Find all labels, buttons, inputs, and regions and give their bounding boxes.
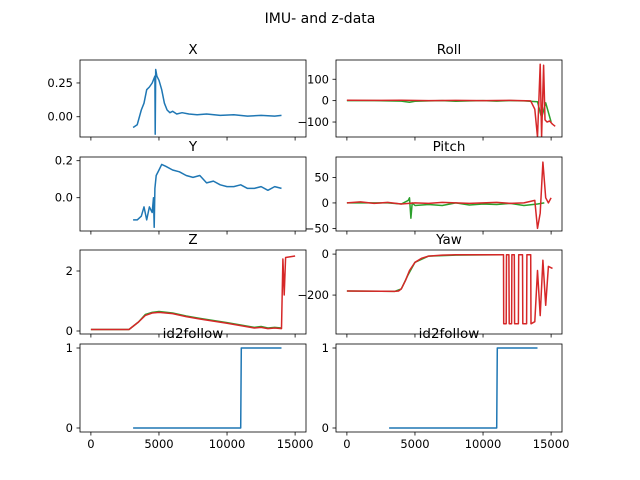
series-line xyxy=(389,347,538,429)
subplot: id2follow 0 1 0 5000 10000 15000 xyxy=(322,326,570,451)
subplot-title: Y xyxy=(188,139,198,155)
series-line xyxy=(90,255,296,331)
subplot-title: X xyxy=(188,42,197,58)
y-tick-label: 0 xyxy=(322,421,329,435)
axes-frame xyxy=(79,156,307,232)
axes-frame xyxy=(335,59,563,138)
series-line xyxy=(133,163,282,229)
x-tick-label: 0 xyxy=(343,437,350,451)
y-tick-label: 0 xyxy=(66,421,73,435)
y-tick-label: 0.2 xyxy=(55,154,73,168)
subplot: Y 0.0 0.2 xyxy=(55,139,307,235)
x-tick-label: 10000 xyxy=(209,437,246,451)
y-tick-label: −100 xyxy=(297,115,329,129)
subplot: Pitch −50 0 50 xyxy=(305,139,563,235)
x-tick-label: 15000 xyxy=(533,437,570,451)
axes-frame xyxy=(79,59,307,138)
figure-title: IMU- and z-data xyxy=(265,11,376,27)
y-tick-label: 0 xyxy=(322,247,329,261)
subplot: Z 0 2 xyxy=(66,232,307,338)
y-tick-label: 0.25 xyxy=(47,76,73,90)
subplot-title: Yaw xyxy=(435,232,462,248)
x-tick-label: 5000 xyxy=(144,437,173,451)
subplot: X 0.00 0.25 xyxy=(47,42,307,141)
x-tick-label: 5000 xyxy=(400,437,429,451)
subplot-title: Pitch xyxy=(433,139,466,155)
series-line xyxy=(133,347,282,429)
x-tick-label: 10000 xyxy=(465,437,502,451)
series-line xyxy=(346,253,504,293)
subplot: Yaw −200 0 xyxy=(297,232,563,338)
y-tick-label: 0.00 xyxy=(47,110,73,124)
y-tick-label: 0.0 xyxy=(55,191,73,205)
axes-frame xyxy=(335,249,563,335)
subplot-title: id2follow xyxy=(419,326,480,342)
y-tick-label: 1 xyxy=(66,341,73,355)
axes-frame xyxy=(79,249,307,335)
subplot: Roll −100 0 100 xyxy=(297,42,563,141)
y-tick-label: 50 xyxy=(314,170,329,184)
axes-frame xyxy=(79,343,307,433)
y-tick-label: 2 xyxy=(66,264,73,278)
series-line xyxy=(346,99,552,123)
x-tick-label: 0 xyxy=(87,437,94,451)
y-tick-label: 1 xyxy=(322,341,329,355)
axes-frame xyxy=(335,156,563,232)
y-tick-label: −200 xyxy=(297,288,329,302)
series-line xyxy=(346,253,553,325)
y-tick-label: 100 xyxy=(307,72,329,86)
subplot-title: id2follow xyxy=(163,326,224,342)
series-line xyxy=(132,68,282,136)
x-tick-label: 15000 xyxy=(277,437,314,451)
subplot-title: Z xyxy=(188,232,197,248)
y-tick-label: 0 xyxy=(322,94,329,108)
subplot: id2follow 0 1 0 5000 10000 15000 xyxy=(66,326,314,451)
series-line xyxy=(346,63,556,137)
y-tick-label: −50 xyxy=(305,221,329,235)
axes-frame xyxy=(335,343,563,433)
series-line xyxy=(346,197,545,219)
y-tick-label: 0 xyxy=(66,324,73,338)
series-line xyxy=(346,161,552,230)
y-tick-label: 0 xyxy=(322,196,329,210)
subplot-title: Roll xyxy=(437,42,462,58)
